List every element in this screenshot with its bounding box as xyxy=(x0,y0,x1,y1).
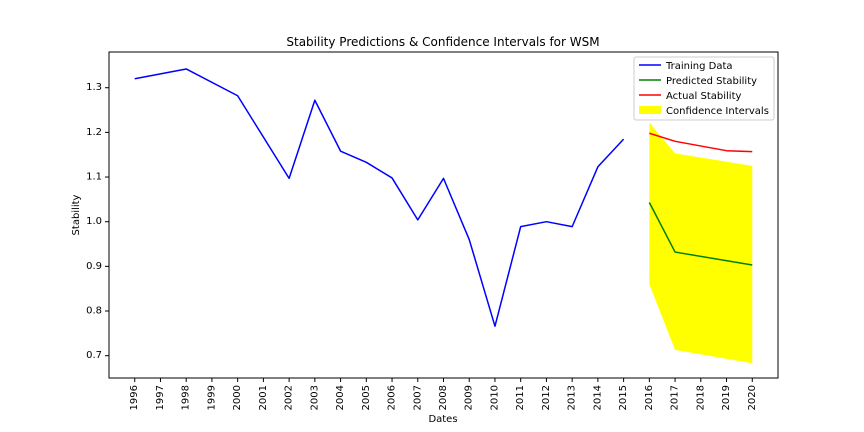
legend-box xyxy=(633,56,775,121)
x-tick-label: 1998 xyxy=(181,385,192,410)
x-tick-label: 2020 xyxy=(747,385,758,410)
y-tick-label: 1.2 xyxy=(86,127,102,138)
x-tick-label: 2000 xyxy=(232,385,243,410)
confidence-interval-band xyxy=(649,122,753,364)
y-tick-label: 1.3 xyxy=(86,82,102,93)
x-tick-label: 2018 xyxy=(695,385,706,410)
x-tick-label: 2005 xyxy=(361,385,372,410)
x-tick-label: 2012 xyxy=(541,385,552,410)
confidence-interval-layer xyxy=(649,122,753,364)
x-tick-label: 2009 xyxy=(464,385,475,410)
x-tick-label: 2002 xyxy=(284,385,295,410)
legend-ci-label: Confidence Intervals xyxy=(666,106,769,117)
chart-title: Stability Predictions & Confidence Inter… xyxy=(286,35,599,49)
x-axis: 1996 1997 1998 1999 2000 2001 2002 2003 2004 2005… xyxy=(129,378,758,410)
x-tick-label: 2016 xyxy=(644,385,655,410)
x-tick-label: 2013 xyxy=(567,385,578,410)
series-line-actual-stability xyxy=(649,132,753,153)
x-tick-label: 2015 xyxy=(618,385,629,410)
x-tick-label: 2001 xyxy=(258,385,269,410)
x-tick-label: 2010 xyxy=(489,385,500,410)
x-tick-label: 1997 xyxy=(155,385,166,410)
y-axis: 0.7 0.8 0.9 1.0 1.1 1.2 1.3 xyxy=(86,82,109,361)
y-tick-label: 1.1 xyxy=(86,172,102,183)
x-tick-label: 2008 xyxy=(438,385,449,410)
x-tick-label: 2017 xyxy=(670,385,681,410)
x-tick-label: 2003 xyxy=(309,385,320,410)
x-tick-label: 2019 xyxy=(721,385,732,410)
legend: Training Data Predicted Stability Actual… xyxy=(633,56,775,121)
y-tick-label: 0.9 xyxy=(86,261,102,272)
legend-training-label: Training Data xyxy=(665,61,733,72)
x-axis-label: Dates xyxy=(428,414,457,425)
legend-ci-swatch xyxy=(639,106,661,114)
x-tick-label: 2004 xyxy=(335,385,346,410)
x-tick-label: 2011 xyxy=(515,385,526,410)
x-tick-label: 2007 xyxy=(412,385,423,410)
series-line-predicted-stability xyxy=(648,202,753,266)
series-lines xyxy=(134,68,753,327)
x-tick-label: 1999 xyxy=(206,385,217,410)
x-tick-label: 1996 xyxy=(129,385,140,410)
legend-actual-label: Actual Stability xyxy=(666,91,742,102)
series-line-training-data xyxy=(134,68,625,327)
y-tick-label: 0.7 xyxy=(86,350,102,361)
x-tick-label: 2006 xyxy=(387,385,398,410)
y-axis-label: Stability xyxy=(71,194,82,235)
y-tick-label: 0.8 xyxy=(86,306,102,317)
y-tick-label: 1.0 xyxy=(86,216,102,227)
x-tick-label: 2014 xyxy=(592,385,603,410)
legend-predicted-label: Predicted Stability xyxy=(666,76,757,87)
